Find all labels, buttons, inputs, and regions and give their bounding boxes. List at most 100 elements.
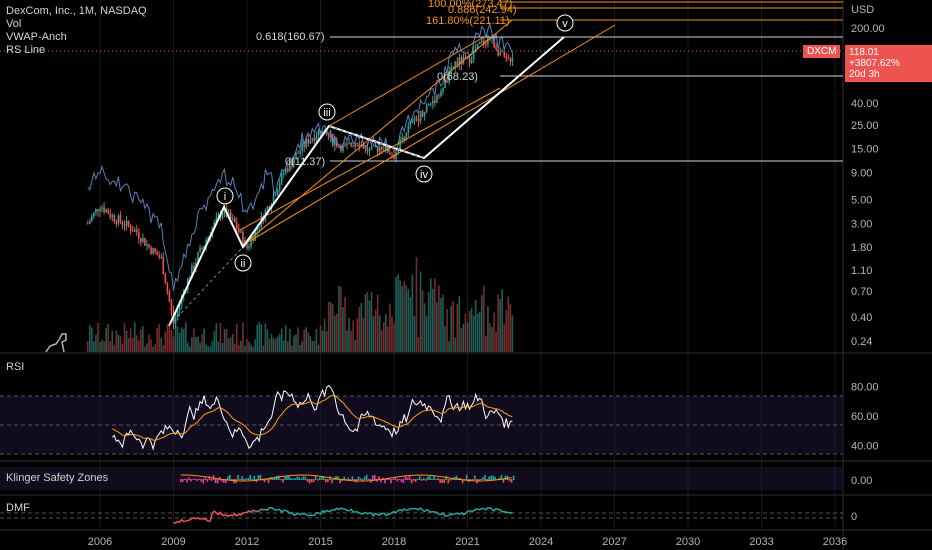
candle-body bbox=[382, 149, 385, 151]
volume-bar bbox=[389, 303, 391, 352]
candle-body bbox=[86, 223, 89, 225]
volume-bar bbox=[176, 326, 179, 352]
candle-body bbox=[166, 283, 169, 292]
volume-bar bbox=[468, 311, 471, 352]
dmf-title[interactable]: DMF bbox=[6, 502, 30, 514]
klinger-bar bbox=[367, 478, 370, 480]
klinger-bar bbox=[343, 476, 345, 480]
volume-bar bbox=[415, 256, 418, 352]
klinger-bar bbox=[265, 479, 268, 481]
volume-bar bbox=[458, 296, 461, 352]
candle-body bbox=[142, 237, 144, 243]
fib-label-low: 0(11.37) bbox=[285, 156, 325, 168]
volume-bar bbox=[215, 323, 218, 352]
fib-label-top-a: 100.00%(273.47) bbox=[428, 0, 512, 10]
candle-body bbox=[356, 143, 359, 145]
volume-bar bbox=[478, 311, 481, 352]
candle-body bbox=[144, 237, 146, 246]
candle-body bbox=[272, 194, 275, 205]
klinger-bar bbox=[192, 479, 194, 481]
candle-body bbox=[282, 172, 285, 174]
candle-body bbox=[164, 274, 167, 284]
volume-bar bbox=[242, 322, 244, 352]
candle-body bbox=[221, 212, 224, 218]
klinger-bar bbox=[276, 475, 278, 480]
klinger-bar bbox=[502, 479, 505, 483]
volume-bar bbox=[419, 271, 422, 352]
klinger-bar bbox=[488, 476, 490, 480]
volume-bar bbox=[168, 324, 171, 352]
volume-bar bbox=[256, 325, 259, 352]
klinger-bar bbox=[210, 479, 213, 481]
volume-bar bbox=[284, 325, 287, 352]
price-axis-tick: 3.00 bbox=[851, 218, 872, 230]
candle-body bbox=[358, 143, 361, 147]
klinger-bar bbox=[253, 475, 256, 480]
candle-body bbox=[444, 80, 446, 88]
time-axis-tick: 2024 bbox=[529, 536, 553, 548]
dino-icon[interactable] bbox=[45, 333, 67, 353]
klinger-bar bbox=[216, 479, 219, 484]
candle-body bbox=[284, 168, 287, 173]
candle-body bbox=[378, 146, 381, 152]
indicator-vwap[interactable]: VWAP-Anch bbox=[6, 31, 67, 43]
volume-bar bbox=[503, 323, 506, 352]
volume-bar bbox=[427, 292, 430, 352]
volume-bar bbox=[144, 346, 146, 352]
candle-body bbox=[154, 248, 156, 252]
klinger-bar bbox=[380, 479, 382, 483]
klinger-bar bbox=[224, 479, 227, 484]
klinger-bar bbox=[349, 479, 352, 481]
klinger-bar bbox=[447, 479, 450, 484]
volume-bar bbox=[472, 315, 475, 352]
klinger-bar bbox=[357, 476, 360, 480]
klinger-bar bbox=[208, 476, 211, 480]
candle-body bbox=[393, 155, 395, 159]
volume-bar bbox=[274, 338, 277, 352]
volume-bar bbox=[413, 315, 416, 352]
klinger-bar bbox=[206, 479, 209, 482]
volume-bar bbox=[476, 313, 479, 352]
candle-body bbox=[309, 140, 312, 144]
rsi-title[interactable]: RSI bbox=[6, 361, 25, 373]
volume-bar bbox=[225, 329, 228, 352]
klinger-bar bbox=[484, 475, 486, 480]
candle-body bbox=[499, 52, 501, 56]
volume-bar bbox=[88, 325, 91, 352]
candle-body bbox=[201, 247, 203, 249]
volume-bar bbox=[189, 346, 191, 352]
klinger-title[interactable]: Klinger Safety Zones bbox=[6, 472, 109, 484]
volume-bar bbox=[135, 335, 138, 352]
candle-body bbox=[503, 51, 506, 57]
candle-body bbox=[438, 95, 440, 97]
volume-bar bbox=[319, 325, 322, 352]
candle-body bbox=[493, 37, 495, 48]
price-axis-tick: 1.80 bbox=[851, 242, 872, 254]
chart-legend: DexCom, Inc., 1M, NASDAQ Vol VWAP-Anch R… bbox=[6, 5, 147, 57]
klinger-pane bbox=[0, 467, 843, 490]
volume-bar bbox=[99, 342, 101, 352]
candle-body bbox=[415, 117, 418, 119]
candle-body bbox=[115, 221, 118, 224]
indicator-vol[interactable]: Vol bbox=[6, 18, 22, 30]
klinger-bar bbox=[412, 479, 415, 481]
candle-body bbox=[137, 232, 140, 239]
volume-bar bbox=[354, 339, 357, 352]
klinger-bar bbox=[459, 478, 462, 480]
candle-body bbox=[360, 143, 363, 147]
indicator-rs-line[interactable]: RS Line bbox=[6, 44, 46, 56]
klinger-bar bbox=[308, 479, 311, 484]
volume-bar bbox=[266, 329, 269, 352]
candle-body bbox=[417, 118, 420, 122]
volume-bar bbox=[199, 342, 201, 352]
klinger-bar bbox=[429, 476, 431, 480]
wave-label-ii: ii bbox=[241, 258, 246, 270]
klinger-bar bbox=[431, 478, 433, 480]
klinger-bar bbox=[443, 479, 446, 484]
price-axis-tick: 200.00 bbox=[851, 23, 885, 35]
klinger-bar bbox=[351, 476, 354, 480]
volume-bar bbox=[219, 322, 222, 352]
candle-body bbox=[331, 134, 334, 146]
time-axis: 2006 2009 2012 2015 2018 2021 2024 2027 2030 2033… bbox=[88, 536, 847, 548]
volume-bar bbox=[438, 285, 440, 352]
